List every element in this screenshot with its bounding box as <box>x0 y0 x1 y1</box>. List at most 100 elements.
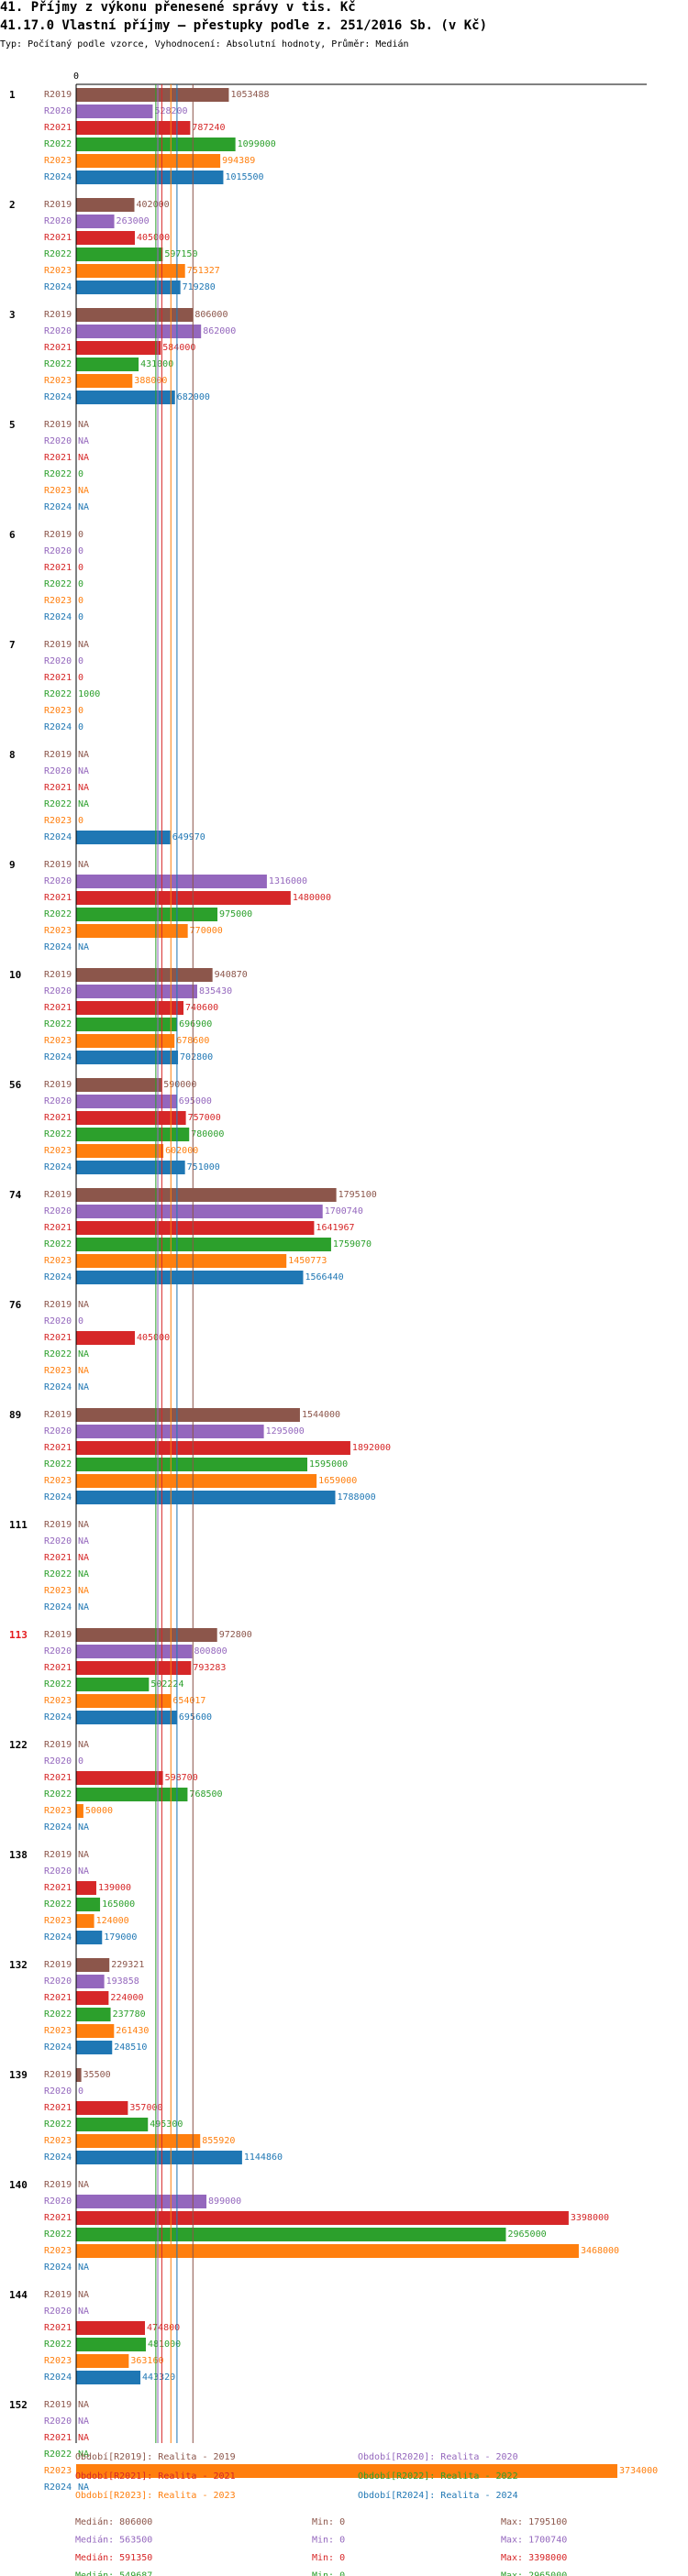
legend-item: Období[R2021]: Realita - 2021 <box>75 2471 236 2482</box>
data-bar <box>76 1188 337 1202</box>
series-label: R2019 <box>44 530 72 540</box>
value-label: NA <box>78 1553 89 1563</box>
value-label: 35500 <box>83 2070 111 2080</box>
value-label: 649970 <box>172 832 205 842</box>
value-label: NA <box>78 640 89 650</box>
group-label: 138 <box>9 1849 28 1861</box>
series-label: R2020 <box>44 1206 72 1216</box>
data-bar <box>76 1111 186 1125</box>
value-label: NA <box>78 1536 89 1547</box>
data-bar <box>76 908 218 921</box>
data-bar <box>76 325 202 338</box>
series-label: R2022 <box>44 2339 72 2350</box>
data-bar <box>76 281 181 294</box>
data-bar <box>76 121 191 135</box>
series-label: R2019 <box>44 90 72 100</box>
series-label: R2020 <box>44 876 72 886</box>
value-label: NA <box>78 2180 89 2190</box>
series-label: R2020 <box>44 1756 72 1767</box>
series-label: R2019 <box>44 1190 72 1200</box>
value-label: NA <box>78 1822 89 1833</box>
group-label: 144 <box>9 2289 28 2301</box>
data-bar <box>76 1221 315 1235</box>
series-label: R2024 <box>44 1272 72 1282</box>
value-label: 248510 <box>114 2042 147 2053</box>
series-label: R2022 <box>44 1679 72 1690</box>
value-label: 0 <box>78 546 83 556</box>
series-label: R2020 <box>44 1316 72 1327</box>
series-label: R2023 <box>44 816 72 826</box>
value-label: 0 <box>78 722 83 732</box>
series-label: R2022 <box>44 1569 72 1580</box>
data-bar <box>76 1491 336 1504</box>
series-label: R2023 <box>44 1806 72 1816</box>
legend-item: Období[R2019]: Realita - 2019 <box>75 2451 236 2462</box>
data-bar <box>76 2151 242 2164</box>
group-label: 89 <box>9 1409 21 1421</box>
data-bar <box>76 968 213 982</box>
value-label: 780000 <box>191 1129 224 1139</box>
data-bar <box>76 2101 128 2115</box>
series-label: R2024 <box>44 392 72 402</box>
series-label: R2024 <box>44 502 72 512</box>
series-label: R2024 <box>44 1712 72 1723</box>
value-label: NA <box>78 1866 89 1877</box>
data-bar <box>76 1078 162 1092</box>
data-bar <box>76 1914 94 1928</box>
series-label: R2020 <box>44 436 72 446</box>
data-bar <box>76 1128 190 1141</box>
series-label: R2022 <box>44 1459 72 1470</box>
stat-min: Min: 0 <box>312 2571 345 2576</box>
group-label: 56 <box>9 1079 22 1091</box>
data-bar <box>76 1408 300 1422</box>
data-bar <box>76 875 267 888</box>
value-label: 1295000 <box>266 1426 305 1437</box>
series-label: R2020 <box>44 1866 72 1877</box>
series-label: R2024 <box>44 2482 72 2493</box>
value-label: NA <box>78 2449 89 2460</box>
data-bar <box>76 105 153 118</box>
value-label: 165000 <box>102 1899 135 1910</box>
data-bar <box>76 1678 150 1691</box>
value-label: NA <box>78 420 89 430</box>
data-bar <box>76 88 229 102</box>
series-label: R2024 <box>44 722 72 732</box>
value-label: 768500 <box>189 1789 222 1800</box>
value-label: NA <box>78 2433 89 2443</box>
series-label: R2021 <box>44 2433 72 2443</box>
data-bar <box>76 2338 146 2351</box>
series-label: R2019 <box>44 2290 72 2300</box>
value-label: 50000 <box>85 1806 113 1816</box>
value-label: 975000 <box>219 909 252 919</box>
stat-median: Medián: 806000 <box>75 2516 152 2527</box>
series-label: R2022 <box>44 689 72 699</box>
value-label: 263000 <box>117 216 150 226</box>
series-label: R2020 <box>44 326 72 336</box>
series-label: R2022 <box>44 1129 72 1139</box>
group-label: 3 <box>9 309 16 321</box>
value-label: 0 <box>78 1756 83 1767</box>
series-label: R2021 <box>44 893 72 903</box>
data-bar <box>76 198 135 212</box>
value-label: 3468000 <box>581 2246 619 2256</box>
value-label: 443320 <box>142 2372 175 2383</box>
value-label: 1595000 <box>309 1459 348 1470</box>
series-label: R2021 <box>44 1883 72 1893</box>
group-label: 7 <box>9 639 16 651</box>
series-label: R2019 <box>44 1300 72 1310</box>
value-label: NA <box>78 1586 89 1596</box>
value-label: 702800 <box>180 1052 213 1062</box>
value-label: NA <box>78 860 89 870</box>
data-bar <box>76 924 188 938</box>
value-label: NA <box>78 2306 89 2317</box>
data-bar <box>76 2211 569 2225</box>
value-label: 261430 <box>116 2026 149 2036</box>
value-label: 124000 <box>96 1916 129 1926</box>
series-label: R2022 <box>44 359 72 369</box>
data-bar <box>76 1001 184 1015</box>
series-label: R2021 <box>44 2213 72 2223</box>
group-label: 5 <box>9 419 16 431</box>
data-bar <box>76 341 161 355</box>
value-label: 1053488 <box>230 90 269 100</box>
